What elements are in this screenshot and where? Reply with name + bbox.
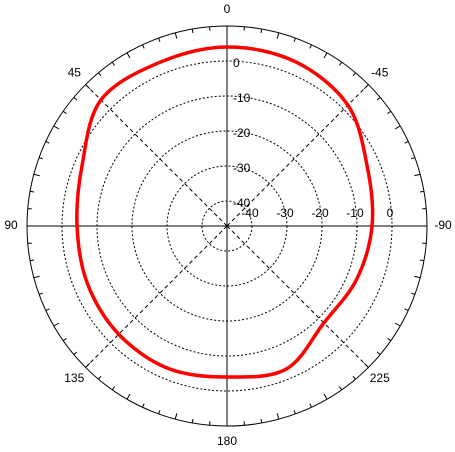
r-tick-label: -30 [276, 206, 294, 220]
minor-tick [376, 351, 381, 355]
minor-tick [126, 393, 131, 400]
minor-tick [260, 418, 263, 424]
theta-tick-label: 0 [224, 2, 231, 16]
minor-tick [414, 275, 421, 279]
r-tick-label: -10 [346, 206, 364, 220]
minor-tick [85, 84, 91, 90]
minor-tick [174, 413, 178, 420]
minor-tick [38, 292, 43, 295]
minor-tick [53, 125, 60, 130]
minor-tick [404, 141, 409, 144]
pattern-line [75, 45, 375, 379]
minor-tick [363, 84, 369, 90]
minor-tick [111, 61, 115, 66]
r-tick-label: -40 [241, 206, 259, 220]
theta-tick-label: 180 [217, 434, 237, 448]
r-tick-label: 0 [387, 206, 394, 220]
minor-tick [85, 362, 91, 368]
minor-tick [404, 308, 409, 311]
minor-tick [387, 338, 392, 342]
minor-tick [323, 52, 328, 59]
minor-tick [29, 190, 35, 193]
minor-tick [276, 32, 280, 39]
minor-tick [62, 110, 67, 114]
r-tick-label: -40 [233, 196, 251, 210]
minor-tick [387, 110, 392, 114]
minor-tick [260, 28, 263, 34]
minor-tick [293, 37, 296, 42]
r-tick-label: -20 [233, 126, 251, 140]
grid-spoke [85, 225, 228, 368]
minor-tick [309, 44, 312, 49]
theta-tick-label: 45 [68, 65, 82, 79]
r-tick-label: 0 [233, 56, 240, 70]
minor-tick [142, 44, 145, 49]
minor-tick [394, 125, 401, 130]
minor-tick [339, 61, 343, 66]
minor-tick [111, 386, 115, 391]
r-tick-label: -20 [311, 206, 329, 220]
minor-tick [339, 386, 343, 391]
minor-tick [33, 275, 40, 279]
r-tick-label: -10 [233, 91, 251, 105]
grid-spoke [226, 84, 369, 227]
minor-tick [363, 362, 369, 368]
minor-tick [323, 393, 328, 400]
grid-spoke [85, 84, 228, 227]
minor-tick [293, 410, 296, 415]
minor-tick [158, 410, 161, 415]
minor-tick [33, 173, 40, 177]
minor-tick [158, 37, 161, 42]
theta-tick-label: 135 [64, 371, 84, 385]
minor-tick [62, 338, 67, 342]
minor-tick [29, 259, 35, 262]
minor-tick [98, 72, 102, 77]
minor-tick [352, 72, 356, 77]
theta-tick-label: 225 [370, 371, 390, 385]
minor-tick [419, 259, 425, 262]
minor-tick [411, 292, 416, 295]
minor-tick [191, 28, 194, 34]
minor-tick [309, 403, 312, 408]
grid-spoke [226, 225, 369, 368]
minor-tick [394, 322, 401, 327]
r-tick-label: -30 [233, 161, 251, 175]
minor-tick [53, 322, 60, 327]
minor-tick [174, 32, 178, 39]
minor-tick [411, 157, 416, 160]
minor-tick [419, 190, 425, 193]
minor-tick [126, 52, 131, 59]
minor-tick [45, 308, 50, 311]
minor-tick [414, 173, 421, 177]
minor-tick [38, 157, 43, 160]
minor-tick [376, 97, 381, 101]
minor-tick [191, 418, 194, 424]
minor-tick [352, 375, 356, 380]
minor-tick [276, 413, 280, 420]
minor-tick [73, 351, 78, 355]
minor-tick [45, 141, 50, 144]
minor-tick [73, 97, 78, 101]
theta-tick-label: 90 [4, 218, 18, 232]
theta-tick-label: -45 [371, 65, 389, 79]
minor-tick [142, 403, 145, 408]
minor-tick [98, 375, 102, 380]
theta-tick-label: -90 [434, 218, 452, 232]
